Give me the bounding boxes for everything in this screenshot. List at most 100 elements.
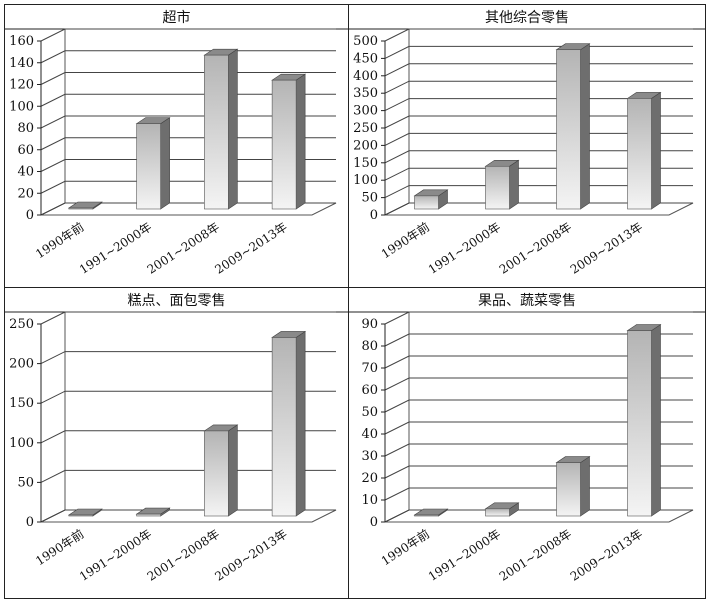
gridline [384,63,693,77]
y-tick-label: 70 [361,361,378,376]
gridline [384,45,693,59]
bar [271,73,307,210]
gridline [384,185,693,199]
chart-svg: 果品、蔬菜零售 0 10 20 30 40 50 60 70 80 90 1990年前1991~200… [349,293,705,584]
bar-front [485,508,510,517]
bar-front [204,430,229,517]
x-tick-label: 1990年前 [378,219,432,261]
gridline [384,150,693,164]
gridline [384,421,693,435]
gridline [40,390,336,404]
x-tick-label: 2001~2008年 [497,220,574,277]
y-tick-label: 100 [353,173,378,188]
gridline [40,351,336,365]
y-tick-label: 0 [26,208,34,223]
bar [203,48,239,210]
y-tick-label: 90 [361,317,378,332]
gridline [40,430,336,444]
bar-side [295,330,306,517]
y-tick-label: 60 [17,143,34,158]
bar-front [627,330,652,517]
gridline [40,509,336,523]
x-tick-label: 2001~2008年 [145,527,222,584]
y-tick-label: 80 [17,121,34,136]
bar [484,502,520,517]
y-tick-label: 0 [370,208,378,223]
x-tick-label: 1991~2000年 [426,220,503,277]
gridline [384,167,693,181]
bar [626,324,662,517]
y-tick-label: 100 [9,436,34,451]
bar-front [136,123,161,210]
bar-front [627,98,652,210]
gridline [40,28,336,42]
gridline [384,333,693,347]
y-tick-label: 30 [361,449,378,464]
gridline [40,137,336,151]
y-tick-label: 200 [9,357,34,372]
x-tick-label: 1990年前 [33,219,87,261]
bar-side [580,43,590,210]
bar-front [271,337,297,517]
bar [203,424,239,517]
bar [484,159,520,210]
y-tick-label: 0 [26,515,34,530]
gridline [384,311,693,325]
y-tick-label: 60 [361,383,378,398]
gridline [40,72,336,85]
gridline [384,115,693,129]
x-tick-label: 2009~2013年 [212,220,289,277]
y-tick-label: 150 [353,156,378,171]
y-tick-label: 50 [17,475,34,490]
gridline [384,98,693,112]
bar-side [295,73,306,210]
chart-panel-bakery-retail: 糕点、面包零售 0 50 100 150 200 250 1990年前 1991~2000年 20… [4,287,349,599]
bar [67,508,103,517]
gridline [384,487,693,501]
gridline [40,50,336,64]
bar [413,189,449,210]
bar-side [228,48,238,210]
chart-title: 其他综合零售 [485,10,569,26]
y-tick-label: 200 [353,138,378,153]
y-tick-label: 400 [353,69,378,84]
gridline [384,399,693,413]
y-tick-label: 20 [361,471,378,486]
bar [67,201,103,210]
bar [626,91,662,210]
chart-panel-supermarket: 超市 0 20 40 60 80 100 120 140 160 1990年前 1991~2000年 2… [4,4,349,288]
gridline [40,115,336,129]
chart-panel-other-retail: 其他综合零售 0 50 100 150 200 250 300 350 400 450 500 1990… [348,4,706,288]
bar-front [414,195,439,210]
y-tick-label: 100 [9,99,34,114]
y-tick-label: 300 [353,104,378,119]
gridline [40,469,336,483]
gridline [384,377,693,391]
y-tick-label: 50 [361,191,378,206]
chart-title: 超市 [163,9,191,26]
x-tick-label: 2009~2013年 [212,527,289,584]
gridline [40,159,336,172]
gridline [384,132,693,146]
bar-front [271,79,297,210]
bar-front [204,54,229,210]
bar [413,508,449,517]
bar-front [485,165,510,210]
y-tick-label: 50 [361,405,378,420]
bar-side [580,456,590,517]
y-tick-label: 350 [353,86,378,101]
y-tick-label: 250 [353,121,378,136]
chart-svg: 其他综合零售 0 50 100 150 200 250 300 350 400 450 500 1990… [349,10,705,277]
y-tick-label: 0 [370,515,378,530]
gridline [384,202,693,216]
bar-front [556,462,581,517]
bar-front [136,513,161,517]
bar-side [228,424,238,517]
chart-panel-fruit-veg-retail: 果品、蔬菜零售 0 10 20 30 40 50 60 70 80 90 1990年前 1991~200… [348,287,706,599]
bar-front [68,207,94,210]
x-tick-label: 2009~2013年 [568,527,645,584]
chart-svg: 糕点、面包零售0501001502002501990年前1991~2000年20… [5,293,348,584]
bar [271,330,307,517]
chart-svg: 超市0204060801001201401601990年前1991~2000年2… [5,9,348,277]
